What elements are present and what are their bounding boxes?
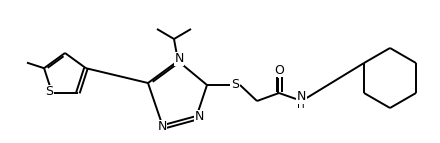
Text: N: N (194, 111, 204, 124)
Text: N: N (174, 52, 183, 65)
Text: N: N (158, 121, 167, 134)
Text: N: N (296, 91, 306, 104)
Text: S: S (231, 79, 239, 92)
Text: O: O (274, 63, 284, 77)
Text: H
N: H N (298, 90, 306, 112)
Text: S: S (45, 85, 53, 98)
Text: H: H (297, 100, 305, 110)
